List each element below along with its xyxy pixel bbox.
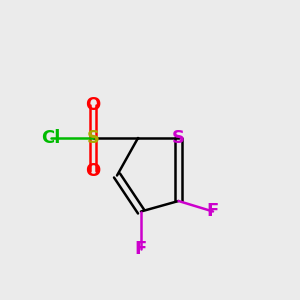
Text: Cl: Cl bbox=[41, 129, 61, 147]
Text: F: F bbox=[207, 202, 219, 220]
Text: F: F bbox=[135, 240, 147, 258]
Text: S: S bbox=[172, 129, 185, 147]
Text: O: O bbox=[85, 162, 100, 180]
Text: O: O bbox=[85, 96, 100, 114]
Text: S: S bbox=[86, 129, 100, 147]
